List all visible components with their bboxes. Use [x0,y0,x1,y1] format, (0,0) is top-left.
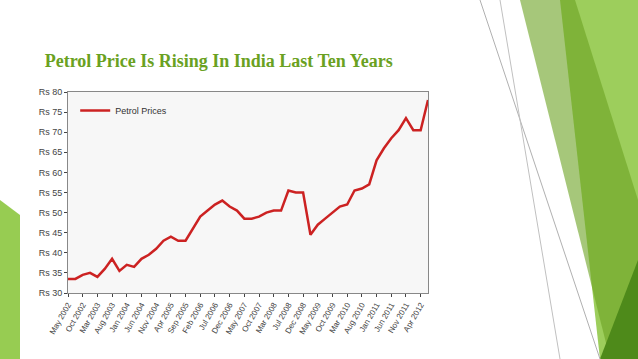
svg-text:Rs 35: Rs 35 [39,268,63,278]
svg-text:Rs 50: Rs 50 [39,208,63,218]
svg-text:May 2002: May 2002 [48,301,74,336]
svg-text:Jun 2004: Jun 2004 [122,301,147,334]
svg-text:Dec 2006: Dec 2006 [210,301,235,336]
svg-text:Oct 2002: Oct 2002 [64,301,88,334]
svg-text:Oct 2007: Oct 2007 [240,301,264,334]
svg-text:Rs 40: Rs 40 [39,248,63,258]
svg-text:Aug 2003: Aug 2003 [92,301,117,336]
svg-text:Mar 2010: Mar 2010 [328,301,353,335]
svg-text:Mar 2003: Mar 2003 [78,301,103,335]
svg-text:Nov 2004: Nov 2004 [136,301,161,336]
svg-text:Petrol Price Is Rising In Indi: Petrol Price Is Rising In India Last Ten… [45,51,393,71]
svg-text:Jan 2011: Jan 2011 [358,301,382,334]
svg-text:Dec 2008: Dec 2008 [283,301,308,336]
svg-text:Petrol Prices: Petrol Prices [115,106,167,116]
svg-text:Sep 2005: Sep 2005 [166,301,191,336]
svg-text:Nov 2011: Nov 2011 [387,301,412,335]
svg-text:Rs 55: Rs 55 [39,188,63,198]
svg-text:Jul 2008: Jul 2008 [271,301,294,332]
svg-text:Rs 75: Rs 75 [39,107,63,117]
svg-text:Oct 2009: Oct 2009 [314,301,338,334]
svg-text:Mar 2008: Mar 2008 [254,301,279,335]
svg-text:Rs 30: Rs 30 [39,288,63,298]
svg-text:Apr 2012: Apr 2012 [402,301,426,334]
svg-text:Aug 2010: Aug 2010 [342,301,367,336]
svg-text:Rs 45: Rs 45 [39,228,63,238]
svg-text:Jan 2004: Jan 2004 [108,301,133,334]
svg-text:Rs 65: Rs 65 [39,147,63,157]
svg-text:Apr 2005: Apr 2005 [152,301,176,334]
svg-text:Rs 80: Rs 80 [39,87,63,97]
svg-text:Rs 60: Rs 60 [39,168,63,178]
svg-text:Jul 2006: Jul 2006 [197,301,220,332]
svg-text:Rs 70: Rs 70 [39,127,63,137]
svg-text:Jun 2011: Jun 2011 [373,301,397,334]
svg-text:Feb 2006: Feb 2006 [181,301,206,335]
svg-text:May 2007: May 2007 [224,301,250,336]
svg-text:May 2009: May 2009 [298,301,324,336]
